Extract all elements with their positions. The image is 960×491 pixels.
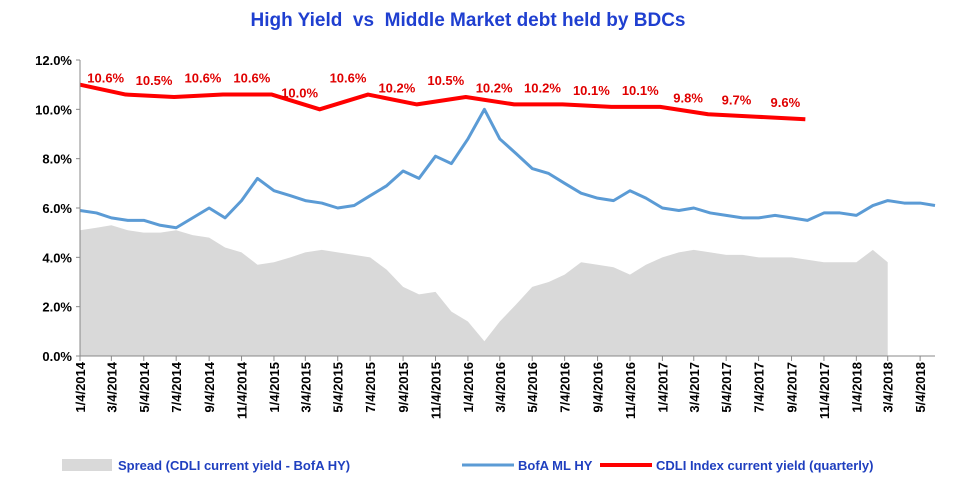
x-tick-label: 3/4/2017 — [687, 362, 702, 413]
x-tick-label: 1/4/2014 — [73, 361, 88, 412]
chart-title: High Yield vs Middle Market debt held by… — [251, 10, 686, 31]
x-tick-label: 11/4/2015 — [428, 362, 443, 419]
spread-area — [80, 225, 888, 356]
data-label: 10.6% — [185, 71, 222, 86]
y-tick-label: 8.0% — [42, 152, 72, 167]
x-tick-label: 3/4/2018 — [881, 362, 896, 413]
legend-label: CDLI Index current yield (quarterly) — [656, 458, 873, 473]
x-tick-label: 11/4/2017 — [817, 362, 832, 419]
data-label: 10.2% — [524, 80, 561, 95]
series-line — [79, 82, 806, 122]
data-label: 9.7% — [722, 93, 752, 108]
legend-label: Spread (CDLI current yield - BofA HY) — [118, 458, 350, 473]
x-tick-label: 9/4/2014 — [202, 361, 217, 412]
data-label: 10.6% — [87, 71, 124, 86]
x-tick-label: 5/4/2018 — [913, 362, 928, 413]
y-tick-label: 0.0% — [42, 349, 72, 364]
line-layer — [79, 82, 936, 230]
x-tick-label: 7/4/2015 — [363, 362, 378, 413]
x-tick-label: 7/4/2014 — [169, 361, 184, 412]
data-label: 10.0% — [281, 85, 318, 100]
y-tick-label: 2.0% — [42, 300, 72, 315]
data-label: 10.5% — [136, 73, 173, 88]
x-tick-label: 1/4/2017 — [655, 362, 670, 413]
data-label: 10.1% — [573, 83, 610, 98]
x-tick-label: 9/4/2017 — [785, 362, 800, 413]
legend-swatch — [62, 459, 112, 471]
y-tick-label: 10.0% — [35, 102, 72, 117]
area-layer — [80, 225, 888, 356]
x-tick-label: 3/4/2014 — [104, 361, 119, 412]
data-label: 10.5% — [427, 73, 464, 88]
x-tick-label: 3/4/2015 — [298, 362, 313, 413]
x-tick-label: 5/4/2015 — [331, 362, 346, 413]
x-tick-label: 7/4/2016 — [558, 362, 573, 413]
x-tick-label: 11/4/2016 — [623, 362, 638, 419]
x-tick-label: 5/4/2017 — [719, 362, 734, 413]
x-tick-label: 9/4/2016 — [591, 362, 606, 413]
x-tick-label: 5/4/2014 — [137, 361, 152, 412]
y-tick-label: 6.0% — [42, 201, 72, 216]
data-label: 10.6% — [233, 71, 270, 86]
data-label: 10.2% — [476, 80, 513, 95]
y-tick-label: 4.0% — [42, 250, 72, 265]
data-label: 10.2% — [378, 80, 415, 95]
data-label: 10.1% — [622, 83, 659, 98]
x-tick-label: 1/4/2015 — [267, 362, 282, 413]
y-tick-label: 12.0% — [35, 53, 72, 68]
data-label: 10.6% — [330, 71, 367, 86]
data-label: 9.8% — [673, 90, 703, 105]
x-tick-label: 11/4/2014 — [235, 361, 250, 419]
series-line — [79, 107, 936, 230]
x-tick-label: 1/4/2016 — [461, 362, 476, 413]
x-tick-label: 5/4/2016 — [525, 362, 540, 413]
legend-label: BofA ML HY — [518, 458, 593, 473]
data-label: 9.6% — [771, 95, 801, 110]
x-tick-label: 3/4/2016 — [493, 362, 508, 413]
x-tick-label: 1/4/2018 — [849, 362, 864, 413]
x-tick-label: 9/4/2015 — [396, 362, 411, 413]
x-tick-label: 7/4/2017 — [752, 362, 767, 413]
